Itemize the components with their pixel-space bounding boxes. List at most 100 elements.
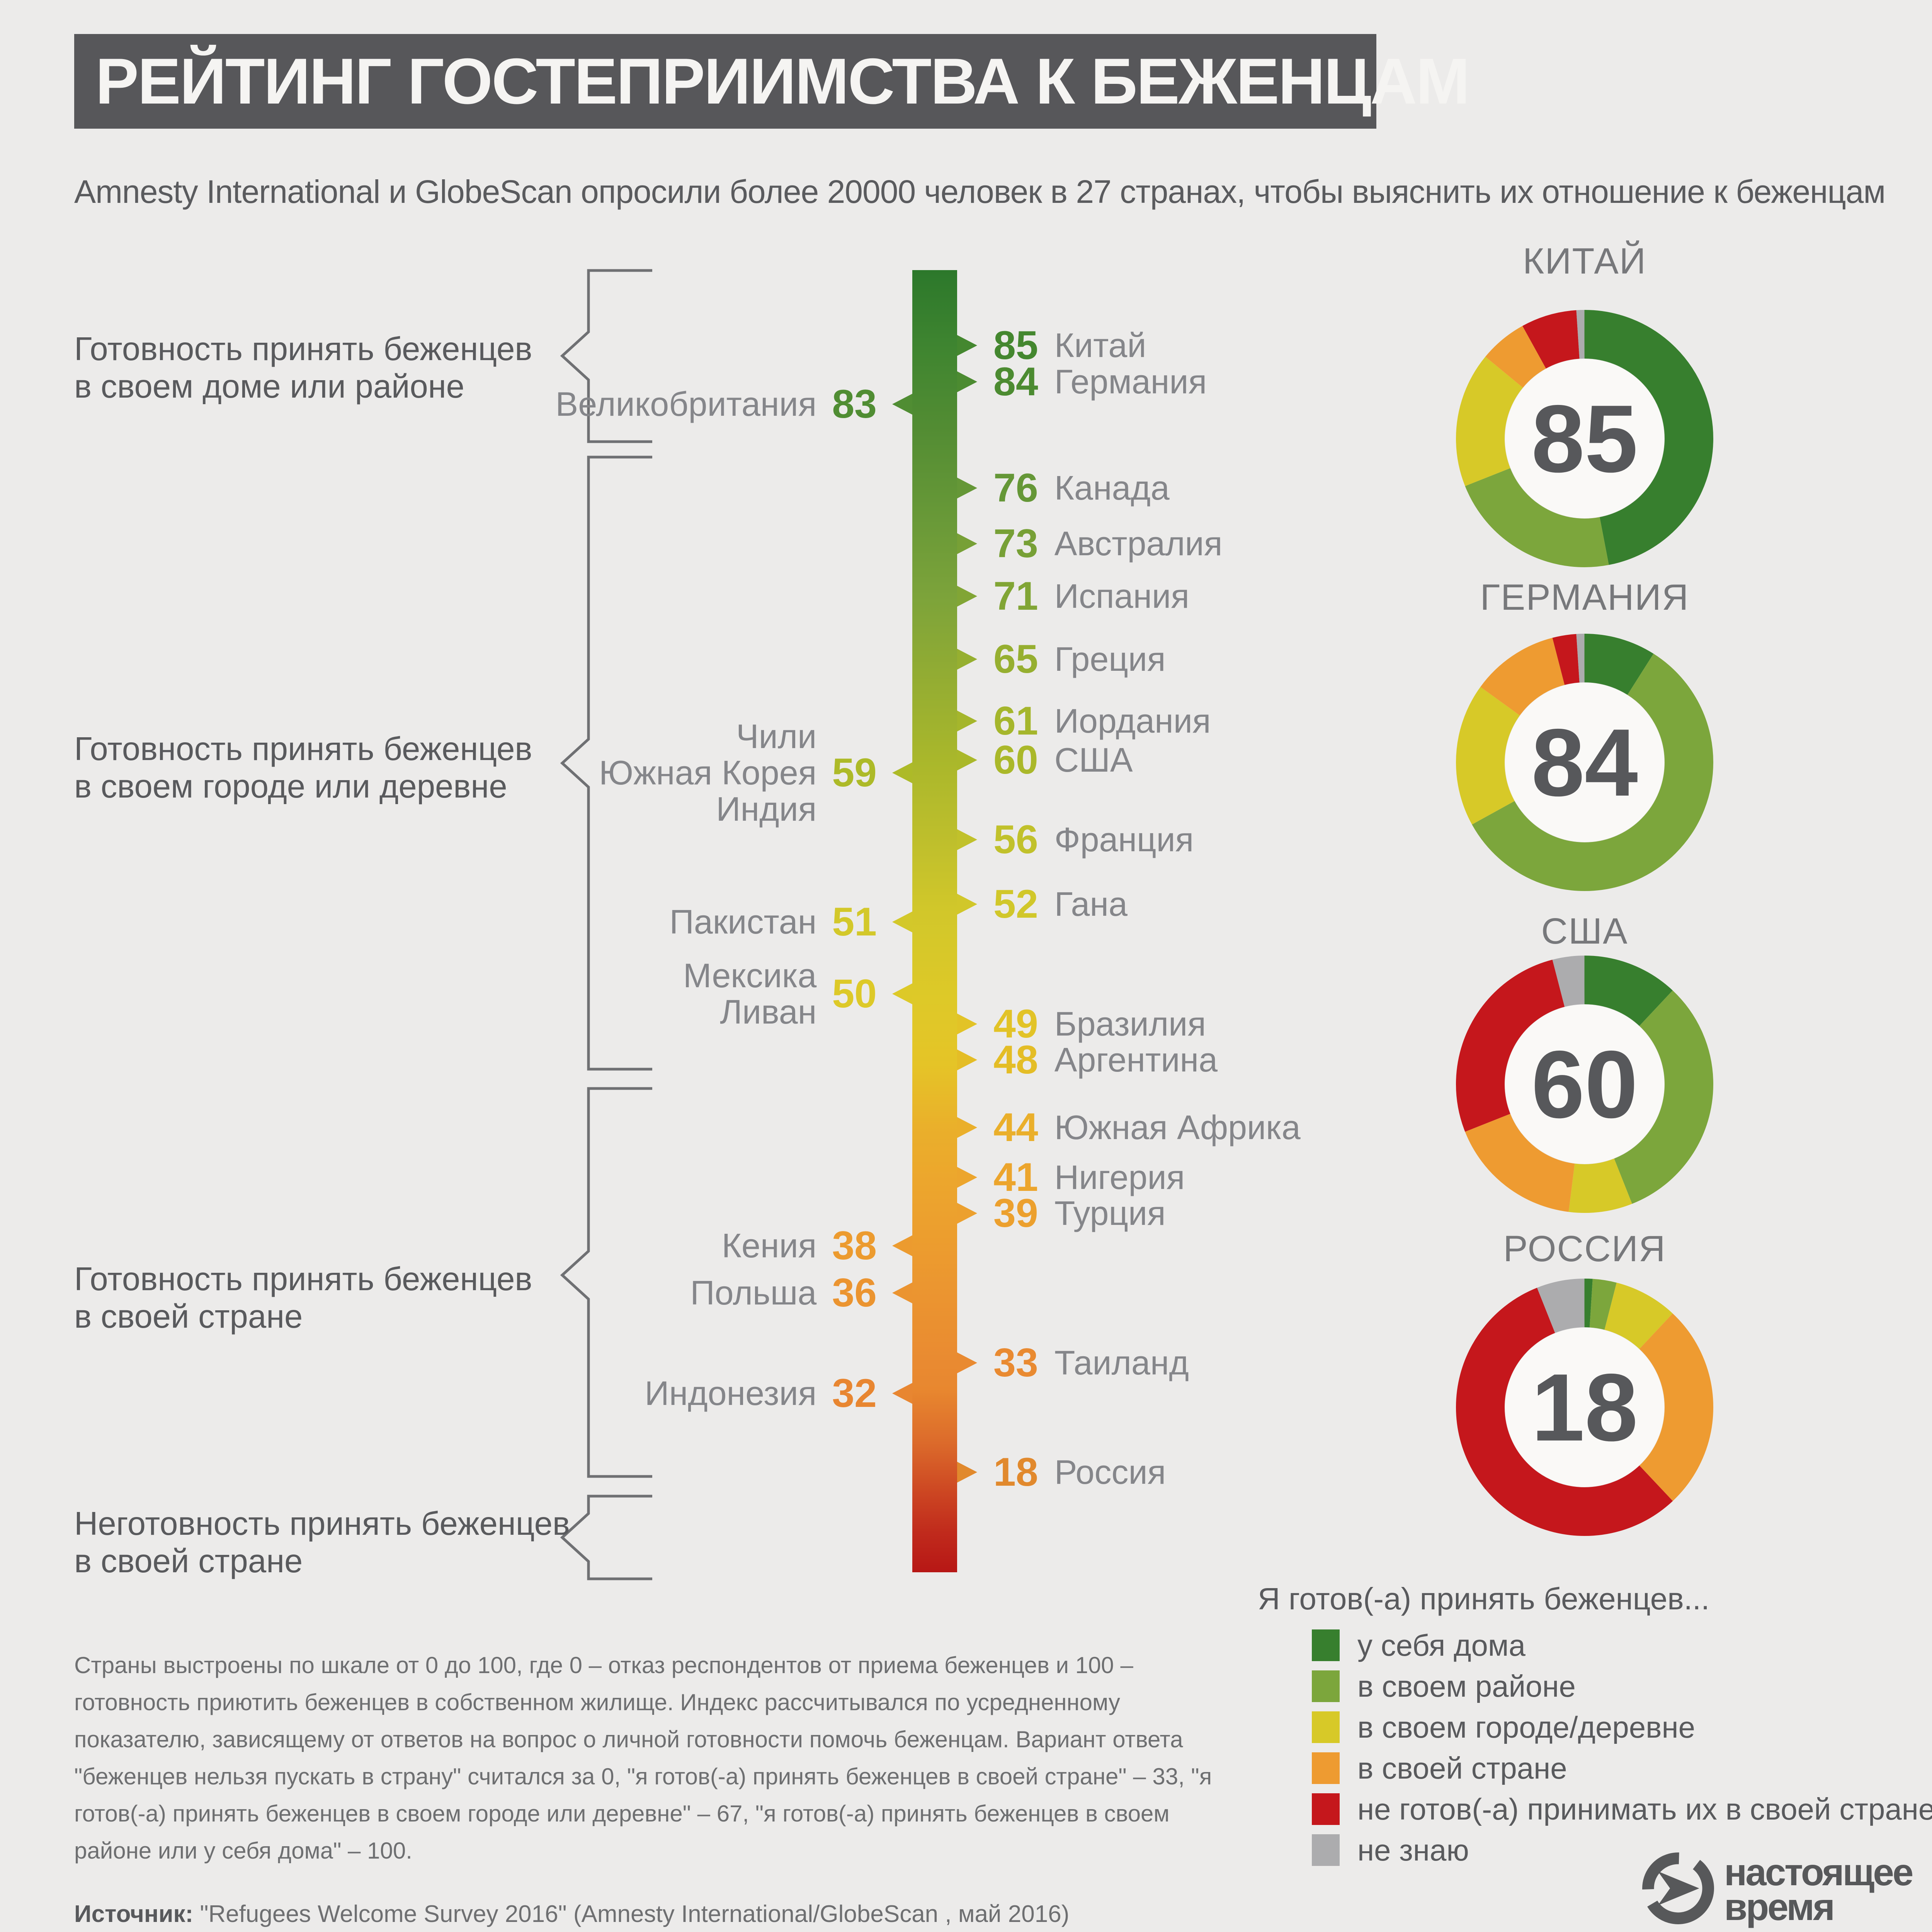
scale-item-value: 50 — [832, 971, 877, 1016]
scale-item-value: 76 — [993, 465, 1038, 510]
donut-segment — [1456, 956, 1713, 1213]
legend-item: не готов(-а) принимать их в своей стране — [1312, 1789, 1932, 1830]
donut-segment — [1456, 310, 1713, 567]
donut-chart — [1456, 956, 1713, 1213]
scale-item-country: Индонезия — [645, 1375, 816, 1412]
donut-title: РОССИЯ — [1503, 1228, 1666, 1269]
donut-chart — [1456, 1279, 1713, 1536]
logo-line-2: время — [1724, 1886, 1835, 1928]
scale-item-left: Пакистан 51 — [670, 898, 912, 946]
scale-item-right: 84 Германия — [957, 358, 1207, 406]
scale-item-value: 52 — [993, 881, 1038, 927]
legend-label: в своей стране — [1357, 1751, 1567, 1785]
scale-item-country: Аргентина — [1054, 1041, 1218, 1079]
scale-item-value: 60 — [993, 737, 1038, 782]
legend-swatch-icon — [1312, 1629, 1340, 1661]
donut-value: 18 — [1531, 1354, 1638, 1461]
scale-item-value: 33 — [993, 1340, 1038, 1385]
scale-item-country: Великобритания — [556, 386, 817, 422]
donut-hole — [1505, 683, 1664, 842]
scale-item-left: Чили Южная Корея Индия 59 — [599, 717, 912, 828]
legend-label: у себя дома — [1357, 1628, 1526, 1662]
scale-item-country: Германия — [1054, 362, 1207, 401]
donut-chart — [1456, 634, 1713, 891]
scale-item-right: 48 Аргентина — [957, 1036, 1218, 1084]
scale-item-country: Пакистан — [670, 904, 817, 940]
scale-item-left: Мексика Ливан 50 — [683, 957, 912, 1031]
arrow-right-icon — [957, 829, 977, 850]
donut-value: 60 — [1531, 1031, 1638, 1138]
scale-item-value: 65 — [993, 636, 1038, 682]
arrow-right-icon — [957, 894, 977, 915]
scale-item-country: Испания — [1054, 577, 1189, 615]
scale-item-right: 41 Нигерия — [957, 1153, 1185, 1201]
donut-segment — [1456, 310, 1713, 567]
legend-swatch-icon — [1312, 1711, 1340, 1743]
scale-item-country: Таиланд — [1054, 1344, 1189, 1382]
scale-item-right: 60 США — [957, 736, 1133, 784]
legend-label: не готов(-а) принимать их в своей стране — [1357, 1792, 1932, 1826]
arrow-right-icon — [957, 649, 977, 670]
legend-label: в своем районе — [1357, 1669, 1576, 1703]
donut-segment — [1456, 956, 1713, 1213]
scale-item-country-line: Пакистан — [669, 903, 817, 941]
scale-item-right: 39 Турция — [957, 1189, 1166, 1237]
legend-item: в своей стране — [1312, 1748, 1567, 1789]
source-line: Источник: "Refugees Welcome Survey 2016"… — [74, 1900, 1069, 1928]
legend-item: в своем городе/деревне — [1312, 1707, 1695, 1748]
arrow-left-icon — [892, 762, 912, 783]
section-label-line: Неготовность принять беженцев — [74, 1505, 570, 1542]
section-label-line: Готовность принять беженцев — [74, 731, 532, 767]
scale-item-country-line: Индия — [716, 790, 817, 828]
scale-item-right: 61 Иордания — [957, 697, 1211, 745]
scale-item-country-line: Индонезия — [645, 1374, 817, 1412]
scale-item-value: 49 — [993, 1001, 1038, 1046]
arrow-right-icon — [957, 711, 977, 731]
scale-item-value: 44 — [993, 1105, 1038, 1150]
scale-item-country: Австралия — [1054, 524, 1223, 563]
scale-item-country-line: Чили — [736, 717, 817, 755]
scale-item-right: 49 Бразилия — [957, 1000, 1206, 1048]
arrow-right-icon — [957, 1352, 977, 1373]
scale-item-country: Южная Африка — [1054, 1108, 1301, 1146]
scale-item-country-line: Южная Корея — [599, 753, 817, 792]
scale-item-country: Китай — [1054, 326, 1146, 364]
scale-item-right: 33 Таиланд — [957, 1339, 1189, 1387]
section-label: Готовность принять беженцев в своем доме … — [74, 330, 532, 405]
scale-item-country: Чили Южная Корея Индия — [599, 718, 816, 827]
scale-item-country: США — [1054, 741, 1133, 779]
scale-item-value: 48 — [993, 1037, 1038, 1082]
scale-item-value: 85 — [993, 323, 1038, 368]
donut-segment — [1456, 1279, 1713, 1536]
scale-item-left: Польша 36 — [690, 1269, 912, 1317]
scale-item-value: 73 — [993, 521, 1038, 566]
scale-item-country-line: Кения — [721, 1226, 817, 1265]
page-subtitle: Amnesty International и GlobeScan опроси… — [74, 173, 1886, 210]
scale-item-country-line: Ливан — [720, 993, 817, 1031]
scale-item-right: 73 Австралия — [957, 520, 1223, 568]
legend-title: Я готов(-а) принять беженцев... — [1258, 1582, 1710, 1616]
arrow-right-icon — [957, 335, 977, 356]
scale-item-value: 36 — [832, 1270, 877, 1315]
legend-swatch-icon — [1312, 1670, 1340, 1702]
arrow-right-icon — [957, 750, 977, 770]
donut-segment — [1456, 956, 1713, 1213]
scale-item-country: Турция — [1054, 1194, 1166, 1232]
scale-item-value: 71 — [993, 573, 1038, 619]
arrow-right-icon — [957, 1167, 977, 1188]
donut-segment — [1456, 1279, 1713, 1536]
arrow-left-icon — [892, 394, 912, 415]
scale-item-country: Бразилия — [1054, 1005, 1206, 1043]
logo-line-1: настоящее — [1724, 1851, 1913, 1893]
page-title: РЕЙТИНГ ГОСТЕПРИИМСТВА К БЕЖЕНЦАМ — [95, 45, 1470, 117]
legend-item: у себя дома — [1312, 1625, 1526, 1666]
scale-item-country: Россия — [1054, 1453, 1166, 1491]
scale-item-value: 18 — [993, 1449, 1038, 1495]
scale-item-country: Нигерия — [1054, 1158, 1185, 1196]
legend-swatch-icon — [1312, 1793, 1340, 1825]
scale-item-country: Иордания — [1054, 702, 1211, 740]
scale-item-country: Мексика Ливан — [683, 957, 816, 1030]
arrow-right-icon — [957, 533, 977, 554]
donut-title: ГЕРМАНИЯ — [1480, 577, 1689, 618]
donut-value: 84 — [1531, 709, 1638, 816]
